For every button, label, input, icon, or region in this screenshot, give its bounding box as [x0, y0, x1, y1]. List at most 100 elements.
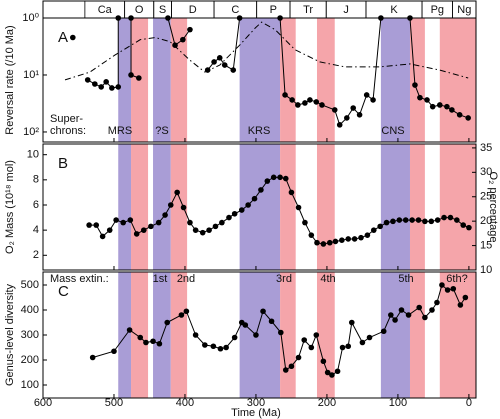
data-point: [324, 369, 331, 376]
data-point: [150, 338, 156, 345]
band: [239, 272, 281, 398]
data-point: [462, 294, 469, 301]
y2-tick-label: 20: [480, 215, 492, 227]
data-point: [390, 218, 396, 225]
data-point: [456, 112, 463, 118]
panel-label: C: [58, 283, 69, 300]
data-point: [140, 227, 147, 233]
data-point: [402, 217, 409, 223]
y-tick-label: 2: [33, 249, 39, 261]
band: [380, 144, 410, 270]
x-tick-label: 600: [34, 397, 52, 409]
data-point: [156, 340, 163, 347]
data-point: [356, 112, 363, 118]
data-point: [113, 217, 119, 223]
data-point: [398, 307, 405, 313]
data-point: [282, 175, 289, 182]
annotation: MRS: [108, 125, 132, 137]
data-point: [204, 67, 211, 73]
data-point: [407, 15, 413, 21]
y-tick-label: 10¹: [23, 69, 39, 81]
y-axis-label: O₂ Mass (10¹⁸ mol): [4, 160, 16, 254]
y-tick-label: 100: [21, 379, 39, 391]
data-point: [282, 92, 288, 98]
data-point: [199, 229, 206, 236]
data-point: [405, 312, 412, 318]
annotation: CNS: [381, 125, 404, 137]
y2-tick-label: 15: [480, 239, 492, 251]
data-point: [289, 97, 295, 103]
data-point: [422, 218, 428, 225]
y-tick-label: 500: [21, 279, 39, 291]
data-point: [454, 217, 460, 223]
data-point: [221, 62, 228, 68]
data-point: [93, 222, 100, 228]
period-label: S: [159, 4, 166, 16]
data-point: [302, 219, 308, 226]
band: [380, 272, 410, 398]
data-point: [187, 26, 193, 33]
data-point: [187, 219, 193, 226]
data-point: [424, 97, 430, 103]
data-point: [466, 224, 472, 231]
data-point: [465, 115, 471, 121]
panel-label: A: [58, 29, 68, 46]
period-label: P: [270, 4, 277, 16]
panel-frame: [42, 143, 477, 271]
data-point: [210, 343, 217, 350]
band: [409, 144, 425, 270]
period-label: J: [343, 4, 349, 16]
x-tick-label: 100: [389, 397, 407, 409]
period-label: K: [390, 4, 398, 16]
data-point: [128, 15, 134, 21]
data-point: [295, 354, 302, 361]
data-point: [288, 363, 295, 370]
data-point: [217, 345, 224, 352]
data-point: [428, 218, 435, 225]
data-point: [326, 239, 333, 246]
data-point: [350, 105, 356, 111]
data-point: [449, 107, 455, 113]
data-point: [180, 204, 187, 211]
data-point: [339, 237, 345, 243]
data-point: [174, 189, 180, 196]
data-point: [111, 348, 117, 355]
band: [118, 18, 132, 142]
period-label: Ca: [98, 4, 113, 16]
annotation: ?S: [155, 125, 168, 137]
data-point: [180, 36, 186, 43]
annotation: 2nd: [177, 273, 195, 285]
data-point: [231, 210, 238, 217]
annotation: 1st: [153, 273, 168, 285]
data-point: [319, 102, 325, 108]
data-point: [258, 187, 264, 193]
data-point: [264, 178, 271, 184]
data-point: [277, 15, 283, 21]
data-point: [416, 304, 423, 311]
x-tick-label: 0: [466, 397, 472, 409]
data-point: [277, 174, 283, 181]
data-point: [245, 202, 251, 208]
band: [316, 272, 335, 398]
band: [118, 272, 132, 398]
data-point: [348, 319, 355, 326]
x-tick-label: 200: [318, 397, 336, 409]
panel-label: B: [58, 155, 68, 172]
data-point: [183, 308, 190, 315]
band: [439, 272, 476, 398]
band: [439, 144, 476, 270]
data-point: [439, 282, 445, 288]
data-point: [236, 15, 243, 21]
data-point: [211, 59, 217, 65]
data-point: [302, 100, 308, 106]
data-point: [366, 334, 373, 341]
data-point: [380, 328, 387, 335]
data-point: [70, 34, 76, 41]
data-point: [307, 97, 313, 103]
data-point: [336, 122, 343, 128]
data-point: [238, 207, 245, 213]
band: [170, 18, 188, 142]
y2-tick-label: 10: [480, 264, 492, 276]
band: [280, 144, 296, 270]
